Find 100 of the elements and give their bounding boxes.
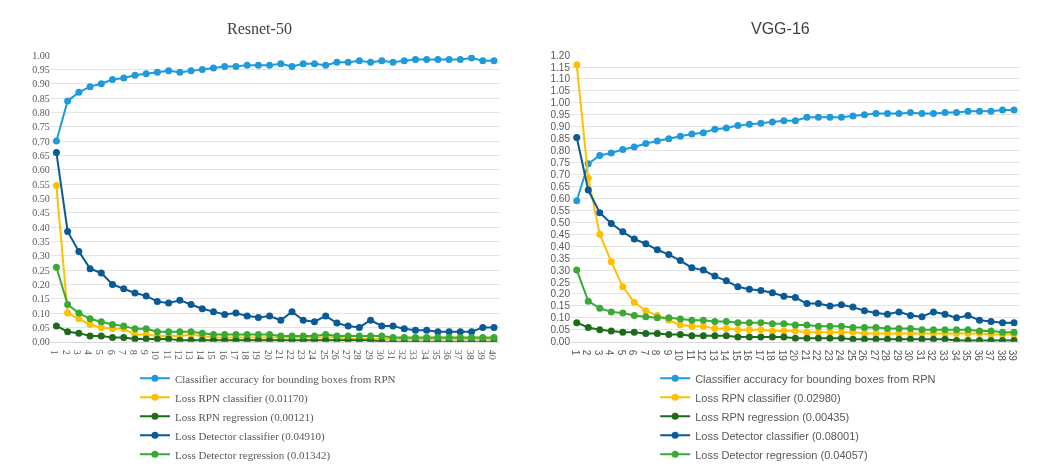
x-tick-label: 6 [627, 349, 639, 356]
y-tick-label: 0.90 [32, 78, 50, 90]
x-tick-label: 7 [638, 349, 650, 356]
x-tick-label: 18 [765, 349, 777, 362]
x-tick-label: 9 [661, 349, 673, 356]
x-tick-label: 23 [822, 349, 834, 362]
x-tick-label: 3 [592, 349, 604, 356]
x-tick-label: 25 [845, 349, 857, 362]
y-tick-label: 0.80 [32, 106, 50, 118]
y-tick-label: 0.00 [550, 336, 571, 348]
y-tick-label: 0.70 [32, 135, 50, 147]
x-tick-label: 14 [719, 349, 731, 362]
x-tick-label: 38 [464, 349, 476, 360]
y-tick-label: 0.30 [550, 264, 571, 276]
y-tick-label: 0.85 [32, 92, 50, 104]
chart-title: VGG-16 [751, 20, 810, 37]
y-tick-label: 0.20 [32, 278, 50, 290]
y-tick-label: 0.65 [550, 180, 571, 192]
x-tick-label: 22 [285, 349, 297, 360]
x-tick-label: 23 [296, 349, 308, 360]
legend-label: Loss Detector regression (0.04057) [695, 448, 868, 461]
x-tick-label: 40 [486, 349, 498, 360]
y-tick-label: 0.10 [32, 307, 50, 319]
y-tick-label: 0.75 [550, 157, 571, 169]
x-tick-label: 39 [1007, 349, 1019, 362]
x-tick-label: 24 [834, 349, 846, 362]
y-tick-label: 1.00 [32, 49, 50, 61]
y-tick-label: 0.60 [32, 164, 50, 176]
x-tick-label: 36 [442, 349, 454, 360]
y-tick-label: 0.95 [32, 63, 50, 75]
y-tick-label: 1.10 [550, 73, 571, 85]
x-tick-label: 21 [799, 349, 811, 362]
x-tick-label: 18 [240, 349, 252, 360]
x-tick-label: 10 [150, 349, 162, 360]
x-tick-label: 22 [811, 349, 823, 362]
y-tick-label: 0.80 [550, 145, 571, 157]
x-tick-label: 26 [329, 349, 341, 360]
y-tick-label: 0.55 [550, 204, 571, 216]
x-tick-label: 35 [961, 349, 973, 362]
x-tick-label: 31 [914, 349, 926, 362]
y-tick-label: 0.35 [550, 252, 571, 264]
y-tick-label: 1.20 [550, 49, 571, 61]
legend-label: Loss RPN classifier (0.01170) [174, 391, 309, 405]
y-tick-label: 1.15 [550, 61, 571, 73]
x-tick-label: 14 [195, 349, 207, 360]
x-tick-label: 32 [926, 349, 938, 362]
x-tick-label: 3 [71, 349, 83, 355]
y-tick-label: 0.25 [550, 276, 571, 288]
y-tick-label: 0.20 [550, 288, 571, 300]
x-tick-label: 34 [419, 349, 431, 360]
y-tick-label: 1.05 [550, 85, 571, 97]
legend-label: Loss Detector classifier (0.08001) [695, 429, 860, 442]
x-tick-label: 5 [615, 349, 627, 356]
x-tick-label: 21 [273, 349, 285, 360]
x-tick-label: 16 [742, 349, 754, 362]
legend-label: Loss Detector classifier (0.04910) [174, 429, 325, 443]
x-tick-label: 33 [938, 349, 949, 362]
y-tick-label: 0.85 [550, 133, 571, 145]
x-tick-label: 29 [891, 349, 903, 362]
x-tick-label: 36 [972, 349, 984, 362]
x-tick-label: 31 [386, 349, 398, 360]
y-tick-label: 0.00 [32, 336, 50, 348]
x-tick-label: 1 [49, 349, 61, 355]
x-tick-label: 4 [83, 349, 95, 355]
y-tick-label: 0.95 [550, 109, 571, 121]
x-tick-label: 19 [251, 349, 263, 360]
legend-label: Classifier accuracy for bounding boxes from RPN [695, 372, 936, 385]
x-tick-label: 13 [707, 349, 719, 362]
x-tick-label: 28 [352, 349, 364, 360]
legend-label: Loss RPN regression (0.00121) [174, 410, 314, 424]
y-tick-label: 0.55 [32, 178, 50, 190]
x-tick-label: 20 [788, 349, 800, 362]
x-tick-label: 2 [60, 349, 72, 355]
chart-title: Resnet-50 [227, 20, 292, 37]
x-tick-label: 8 [650, 349, 662, 356]
y-tick-label: 0.30 [32, 250, 50, 262]
y-tick-label: 0.40 [550, 240, 571, 252]
x-tick-label: 30 [374, 349, 386, 360]
x-tick-label: 34 [949, 349, 961, 362]
y-tick-label: 0.45 [550, 228, 571, 240]
y-tick-label: 0.60 [550, 192, 571, 204]
x-tick-label: 15 [730, 349, 742, 362]
legend-label: Loss RPN classifier (0.02980) [695, 391, 841, 404]
y-tick-label: 0.40 [32, 221, 50, 233]
x-tick-label: 28 [880, 349, 892, 362]
y-tick-label: 0.90 [550, 121, 571, 133]
x-tick-label: 20 [262, 349, 274, 360]
x-tick-label: 7 [116, 349, 128, 355]
y-tick-label: 0.05 [550, 324, 571, 336]
y-tick-label: 0.35 [32, 235, 50, 247]
x-tick-label: 38 [995, 349, 1007, 362]
x-tick-label: 6 [105, 349, 117, 355]
y-tick-label: 1.00 [550, 97, 571, 109]
y-tick-label: 0.70 [550, 169, 571, 181]
y-tick-label: 0.25 [32, 264, 50, 276]
x-tick-label: 13 [184, 349, 196, 360]
x-tick-label: 11 [684, 349, 696, 361]
legend-label: Classifier accuracy for bounding boxes from RPN [174, 372, 396, 385]
x-tick-label: 8 [127, 349, 139, 355]
x-tick-label: 30 [903, 349, 915, 362]
